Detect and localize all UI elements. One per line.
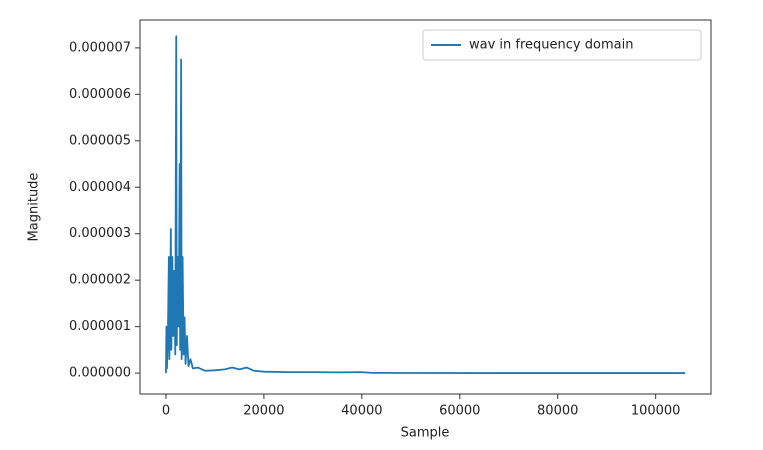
y-tick-label: 0.000004 bbox=[69, 180, 131, 195]
x-tick-label: 0 bbox=[162, 404, 170, 419]
x-tick-label: 60000 bbox=[439, 404, 480, 419]
x-axis-label: Sample bbox=[401, 426, 450, 441]
y-tick-label: 0.000000 bbox=[69, 366, 131, 381]
y-tick-label: 0.000007 bbox=[69, 40, 131, 55]
x-tick-label: 40000 bbox=[341, 404, 382, 419]
y-tick-label: 0.000005 bbox=[69, 133, 131, 148]
x-tick-label: 20000 bbox=[243, 404, 284, 419]
x-tick-label: 80000 bbox=[537, 404, 578, 419]
data-line bbox=[165, 35, 686, 374]
y-tick-label: 0.000001 bbox=[69, 319, 131, 334]
x-tick-label: 100000 bbox=[631, 404, 681, 419]
y-tick-label: 0.000006 bbox=[69, 87, 131, 102]
y-axis-label: Magnitude bbox=[27, 173, 42, 242]
legend-label: wav in frequency domain bbox=[469, 38, 633, 53]
y-tick-label: 0.000002 bbox=[69, 273, 131, 288]
y-tick-label: 0.000003 bbox=[69, 226, 131, 241]
legend-box bbox=[422, 29, 702, 61]
plot-frame bbox=[139, 19, 712, 395]
